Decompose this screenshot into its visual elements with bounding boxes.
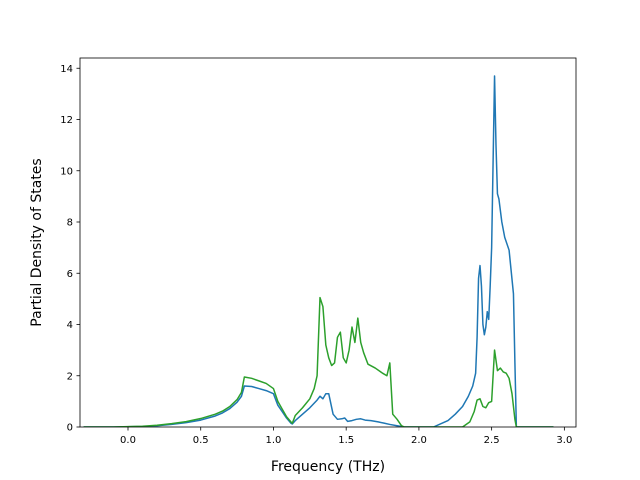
x-axis: 0.0 0.5 1.0 1.5 2.0 2.5 3.0 [120,427,572,446]
x-tick-label: 0.5 [193,435,209,446]
y-tick-label: 8 [67,218,73,229]
y-tick-label: 14 [60,64,73,75]
y-tick-label: 4 [67,320,73,331]
y-tick-label: 0 [67,423,73,434]
series-line-2 [83,296,554,427]
y-tick-label: 6 [67,269,73,280]
x-tick-label: 2.0 [411,435,427,446]
y-tick-label: 10 [60,166,73,177]
x-axis-label: Frequency (THz) [271,459,385,475]
x-tick-label: 0.0 [120,435,136,446]
series-layer [83,75,554,427]
y-tick-label: 12 [60,115,73,126]
x-tick-label: 2.5 [484,435,500,446]
x-tick-label: 1.5 [338,435,354,446]
y-axis: 0 2 4 6 8 10 12 14 [60,64,80,434]
y-tick-label: 2 [67,371,73,382]
series-line-1 [83,75,554,427]
x-tick-label: 3.0 [556,435,572,446]
x-tick-label: 1.0 [266,435,282,446]
y-axis-label: Partial Density of States [29,158,45,326]
plot-frame [79,57,577,428]
